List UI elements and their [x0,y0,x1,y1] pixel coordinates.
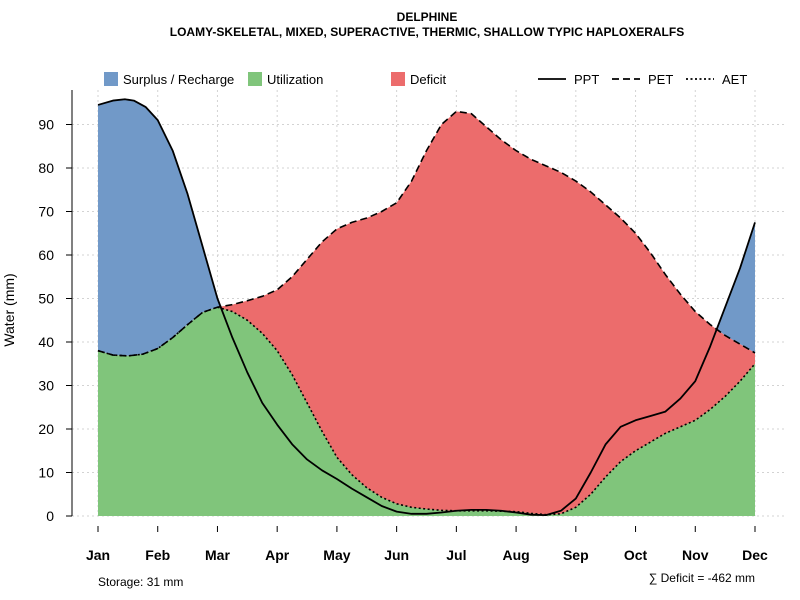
chart-subtitle: LOAMY-SKELETAL, MIXED, SUPERACTIVE, THER… [170,25,684,39]
legend-label: PET [648,72,673,87]
x-tick-label: Nov [682,547,709,563]
legend-swatch [391,72,405,86]
y-tick-label: 30 [38,378,54,394]
x-tick-label: May [323,547,350,563]
y-tick-label: 90 [38,117,54,133]
series-line-aet [97,306,756,516]
series-line-ppt [97,98,756,517]
storage-note: Storage: 31 mm [98,575,183,589]
y-axis-ticks: 0 10 20 30 40 50 60 70 80 90 [38,117,72,524]
x-tick-label: Aug [502,547,529,563]
x-tick-label: Mar [205,547,230,563]
legend-label: Surplus / Recharge [123,72,234,87]
surplus-area [98,99,755,356]
y-tick-label: 50 [38,291,54,307]
y-axis-label: Water (mm) [1,273,17,346]
area-fills [98,99,755,516]
series-line-pet [97,110,756,357]
x-tick-label: Feb [145,547,170,563]
x-tick-label: Jun [384,547,409,563]
y-tick-label: 0 [46,508,54,524]
y-tick-label: 20 [38,421,54,437]
x-tick-label: Jul [446,547,466,563]
series-lines [97,98,756,517]
legend-label: AET [722,72,747,87]
y-tick-label: 70 [38,204,54,220]
legend: Surplus / Recharge Utilization Deficit PPT P… [104,72,747,87]
y-tick-label: 80 [38,160,54,176]
y-tick-label: 60 [38,247,54,263]
deficit-total: ∑ Deficit = -462 mm [649,571,755,585]
x-tick-label: Apr [265,547,290,563]
x-tick-label: Sep [563,547,589,563]
legend-swatch [104,72,118,86]
legend-label: Deficit [410,72,447,87]
x-tick-label: Oct [624,547,648,563]
y-tick-label: 40 [38,334,54,350]
utilization-area [98,307,755,516]
y-tick-label: 10 [38,465,54,481]
legend-label: PPT [574,72,599,87]
x-tick-label: Jan [86,547,110,563]
x-axis-ticks: Jan Feb Mar Apr May Jun Jul Aug Sep Oct Nov Dec [86,526,768,563]
chart-title: DELPHINE [397,10,458,24]
legend-label: Utilization [267,72,323,87]
x-tick-label: Dec [742,547,768,563]
legend-swatch [248,72,262,86]
